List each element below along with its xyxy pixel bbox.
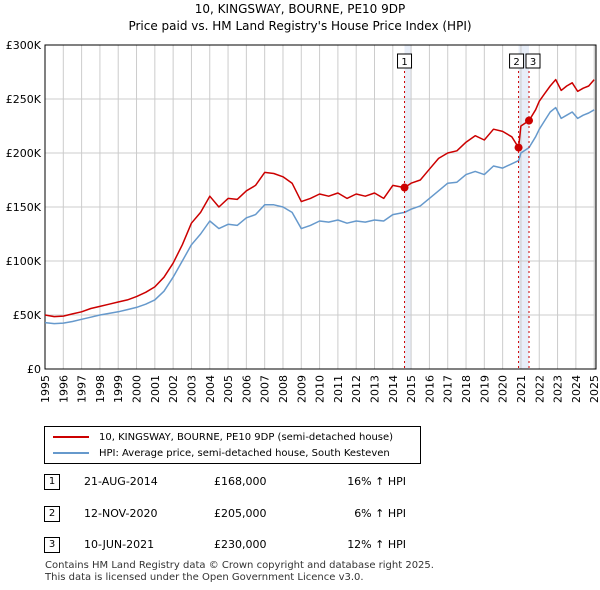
x-tick-label: 2002 xyxy=(167,375,180,403)
y-tick-label: £0 xyxy=(27,363,41,376)
x-tick-label: 2011 xyxy=(332,375,345,403)
sale-label: 2 xyxy=(513,57,519,68)
x-tick-label: 2012 xyxy=(350,375,363,403)
sale-point xyxy=(525,116,534,125)
x-tick-label: 2007 xyxy=(259,375,272,403)
x-tick-label: 2021 xyxy=(515,375,528,403)
x-tick-label: 2008 xyxy=(277,375,290,403)
sale-label-box xyxy=(509,53,525,69)
x-tick-label: 2004 xyxy=(204,375,217,403)
legend-item-property: 10, KINGSWAY, BOURNE, PE10 9DP (semi-det… xyxy=(53,430,393,444)
chart-title: 10, KINGSWAY, BOURNE, PE10 9DP xyxy=(194,2,406,16)
x-tick-label: 2019 xyxy=(478,375,491,403)
x-tick-label: 1999 xyxy=(112,375,125,403)
transaction-number: 3 xyxy=(44,537,60,553)
plot-frame xyxy=(44,44,597,370)
x-tick-label: 2022 xyxy=(533,375,546,403)
x-tick-label: 2024 xyxy=(570,375,583,403)
transaction-price: £168,000 xyxy=(214,475,267,488)
x-tick-label: 2013 xyxy=(369,375,382,403)
x-tick-label: 2016 xyxy=(423,375,436,403)
sale-label-box xyxy=(525,53,541,69)
table-row: 1 21-AUG-2014 £168,000 16% ↑ HPI xyxy=(44,474,444,490)
legend-swatch-property xyxy=(53,436,89,438)
transaction-number: 2 xyxy=(44,506,60,522)
x-tick-label: 2010 xyxy=(314,375,327,403)
y-tick-label: £300K xyxy=(6,39,42,52)
hpi-line xyxy=(44,106,595,325)
x-tick-label: 2014 xyxy=(387,375,400,403)
transaction-hpi: 16% ↑ HPI xyxy=(347,475,406,488)
x-tick-label: 2025 xyxy=(588,375,600,403)
y-tick-label: £50K xyxy=(13,309,42,322)
property-price-line xyxy=(44,78,595,318)
y-tick-label: £100K xyxy=(6,255,42,268)
x-tick-label: 2017 xyxy=(442,375,455,403)
transaction-price: £230,000 xyxy=(214,538,267,551)
sale-point xyxy=(514,143,523,152)
chart-subtitle: Price paid vs. HM Land Registry's House … xyxy=(128,19,472,33)
transaction-date: 10-JUN-2021 xyxy=(84,538,155,551)
footer-license: This data is licensed under the Open Gov… xyxy=(45,572,364,583)
x-tick-label: 2009 xyxy=(295,375,308,403)
x-tick-label: 2006 xyxy=(240,375,253,403)
x-tick-label: 2003 xyxy=(185,375,198,403)
legend-swatch-hpi xyxy=(53,452,89,454)
transaction-price: £205,000 xyxy=(214,507,267,520)
x-tick-label: 1998 xyxy=(94,375,107,403)
x-tick-label: 2023 xyxy=(552,375,565,403)
sale-label: 1 xyxy=(401,57,407,68)
y-tick-label: £250K xyxy=(6,93,42,106)
x-tick-label: 2015 xyxy=(405,375,418,403)
x-tick-label: 2005 xyxy=(222,375,235,403)
legend: 10, KINGSWAY, BOURNE, PE10 9DP (semi-det… xyxy=(44,426,421,464)
x-tick-label: 2001 xyxy=(149,375,162,403)
x-tick-label: 1997 xyxy=(76,375,89,403)
x-tick-label: 1996 xyxy=(57,375,70,403)
sale-point xyxy=(400,183,409,192)
y-tick-label: £200K xyxy=(6,147,42,160)
x-tick-label: 1995 xyxy=(39,375,52,403)
transaction-hpi: 12% ↑ HPI xyxy=(347,538,406,551)
x-tick-label: 2020 xyxy=(497,375,510,403)
transaction-date: 21-AUG-2014 xyxy=(84,475,158,488)
table-row: 3 10-JUN-2021 £230,000 12% ↑ HPI xyxy=(44,537,444,553)
legend-label-hpi: HPI: Average price, semi-detached house,… xyxy=(99,447,390,459)
y-tick-label: £150K xyxy=(6,201,42,214)
transaction-number: 1 xyxy=(44,474,60,490)
x-tick-label: 2018 xyxy=(460,375,473,403)
table-row: 2 12-NOV-2020 £205,000 6% ↑ HPI xyxy=(44,506,444,522)
footer-copyright: Contains HM Land Registry data © Crown c… xyxy=(45,560,434,571)
sale-label-box xyxy=(397,53,413,69)
transaction-date: 12-NOV-2020 xyxy=(84,507,158,520)
legend-label-property: 10, KINGSWAY, BOURNE, PE10 9DP (semi-det… xyxy=(99,431,394,443)
legend-item-hpi: HPI: Average price, semi-detached house,… xyxy=(53,446,390,460)
sale-label: 3 xyxy=(530,57,536,68)
transaction-hpi: 6% ↑ HPI xyxy=(354,507,406,520)
x-tick-label: 2000 xyxy=(131,375,144,403)
